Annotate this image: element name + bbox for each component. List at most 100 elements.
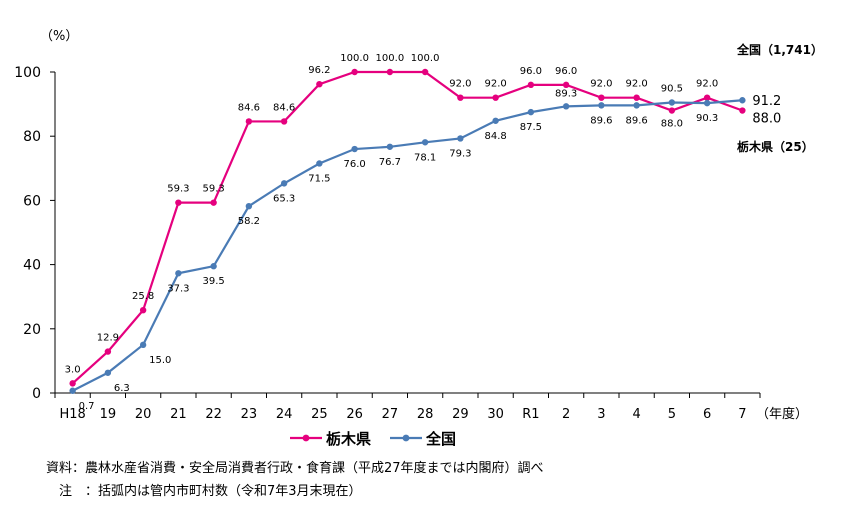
data-point [562, 103, 570, 110]
data-label-national: 39.5 [202, 276, 224, 287]
data-point [104, 369, 112, 376]
data-labels: 3.0 12.9 25.8 59.3 59.3 84.6 84.6 96.2 100.0 100.… [65, 53, 782, 412]
data-point [492, 94, 499, 101]
data-point [351, 68, 358, 76]
legend-item: 栃木県 [290, 430, 371, 448]
data-label-tochigi: 92.0 [590, 79, 612, 90]
data-label-tochigi: 84.6 [238, 102, 260, 113]
y-axis-unit: （%） [40, 29, 78, 44]
x-tick-label: H18 [59, 407, 85, 422]
data-label-national: 6.3 [114, 383, 130, 394]
legend: 栃木県 全国 [290, 430, 456, 448]
data-point [421, 139, 429, 146]
data-label-tochigi: 92.0 [484, 79, 506, 90]
legend-item: 全国 [390, 430, 456, 448]
data-label-national: 71.5 [308, 173, 330, 184]
data-point [739, 97, 746, 104]
data-point [316, 160, 323, 167]
data-label-national: 89.6 [625, 115, 647, 126]
x-tick-label: 20 [135, 407, 152, 422]
data-point [633, 102, 640, 109]
data-label-national: 89.3 [555, 88, 577, 99]
data-point [386, 143, 394, 150]
data-point [598, 94, 605, 101]
x-tick-label: 30 [487, 407, 504, 422]
x-tick-label: 28 [417, 407, 434, 422]
footnote: 注 ：括弧内は管内市町村数（令和7年3月末現在） [46, 484, 362, 499]
data-point [386, 68, 394, 76]
data-label-national: 90.5 [661, 83, 683, 94]
data-label-tochigi: 96.0 [520, 66, 542, 77]
legend-label: 栃木県 [326, 430, 371, 448]
data-point [668, 99, 676, 106]
data-label-tochigi: 92.0 [696, 79, 718, 90]
data-label-tochigi: 88.0 [661, 119, 683, 130]
x-tick-label: 2 [562, 407, 570, 422]
x-tick-label: 21 [170, 407, 187, 422]
data-label-national: 15.0 [149, 355, 171, 366]
data-point [421, 68, 429, 76]
data-point [457, 135, 464, 142]
data-label-tochigi: 100.0 [340, 53, 369, 64]
x-tick-label: 6 [703, 407, 711, 422]
data-label-national: 90.3 [696, 113, 718, 124]
data-label-national: 76.7 [379, 157, 401, 168]
data-label-tochigi: 92.0 [625, 79, 647, 90]
end-names: 全国（1,741） 栃木県（25） [736, 42, 823, 154]
data-label-tochigi: 100.0 [411, 53, 440, 64]
data-point [527, 108, 535, 116]
x-tick-label: 7 [738, 407, 746, 422]
data-point [139, 341, 147, 349]
data-label-tochigi: 96.2 [308, 65, 330, 76]
data-label-national: 89.6 [590, 115, 612, 126]
data-point [175, 270, 182, 277]
x-tick-label: 29 [452, 407, 469, 422]
x-tick-label: 23 [241, 407, 258, 422]
data-point [739, 107, 746, 114]
x-tick-label: 25 [311, 407, 328, 422]
data-point [316, 80, 323, 88]
data-label-national: 0.7 [79, 401, 95, 412]
data-point [457, 94, 464, 101]
end-value-national: 91.2 [752, 94, 781, 109]
data-label-tochigi: 84.6 [273, 102, 295, 113]
data-label-tochigi: 25.8 [132, 291, 154, 302]
data-point [210, 263, 217, 270]
data-point [703, 94, 711, 101]
x-tick-label: R1 [522, 407, 539, 422]
data-point [280, 180, 288, 187]
data-point [245, 202, 253, 210]
x-tick-label: 4 [632, 407, 640, 422]
data-point [668, 107, 676, 114]
data-label-national: 76.0 [343, 159, 365, 170]
end-value-tochigi: 88.0 [752, 112, 781, 127]
data-point [69, 380, 76, 387]
data-point [633, 94, 640, 101]
y-tick-label: 100 [14, 65, 41, 81]
data-label-national: 79.3 [449, 148, 471, 159]
x-tick-label: 3 [597, 407, 605, 422]
data-point [210, 199, 217, 206]
x-ticks: H18 19 20 21 22 23 24 25 26 27 28 29 30 R1 2 3 4 5 6 7 [54, 393, 761, 422]
data-point [598, 102, 605, 109]
end-name-tochigi: 栃木県（25） [737, 139, 814, 154]
data-point [104, 348, 112, 355]
data-point [175, 199, 182, 206]
legend-marker [302, 434, 310, 442]
data-label-tochigi: 100.0 [376, 53, 405, 64]
series-line [72, 99, 743, 392]
data-label-national: 37.3 [167, 283, 189, 294]
data-label-tochigi: 92.0 [449, 79, 471, 90]
data-point [492, 117, 499, 124]
data-point [562, 81, 570, 89]
data-point [527, 81, 535, 89]
x-axis-unit: （年度） [756, 406, 808, 422]
series-line [71, 70, 743, 385]
x-tick-label: 24 [276, 407, 293, 422]
series-national [69, 97, 746, 394]
data-label-national: 87.5 [520, 122, 542, 133]
x-tick-label: 27 [382, 407, 399, 422]
data-point [703, 99, 711, 107]
data-point [351, 145, 358, 153]
